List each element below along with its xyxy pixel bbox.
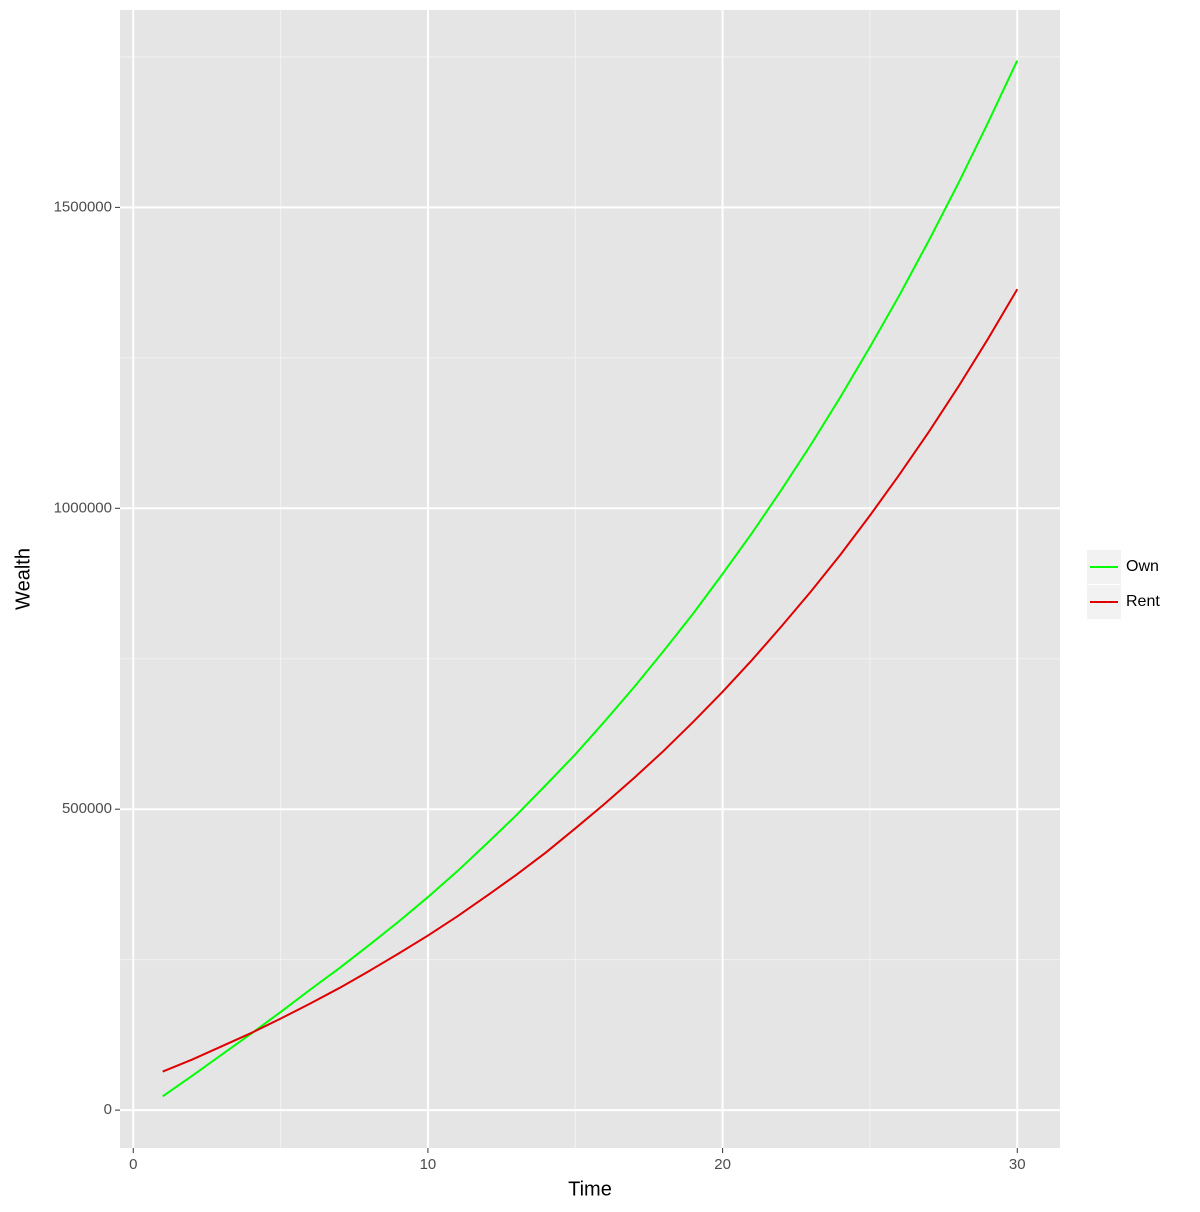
x-tick-label: 10 [420,1156,437,1173]
y-tick-label: 1000000 [54,499,112,516]
y-tick-label: 500000 [62,800,112,817]
line [162,288,1019,1073]
y-tick-label: 0 [104,1101,112,1118]
line [162,60,1019,1098]
x-tick-label: 30 [1009,1156,1026,1173]
x-axis-title: Time [568,1178,612,1200]
y-axis-title: Wealth [12,548,34,610]
plot-panel [120,10,1060,1148]
y-tick-label: 1500000 [54,198,112,215]
x-tick-label: 0 [129,1156,137,1173]
legend-label: Own [1126,558,1159,575]
x-tick-label: 20 [714,1156,731,1173]
legend-label: Rent [1126,593,1160,610]
